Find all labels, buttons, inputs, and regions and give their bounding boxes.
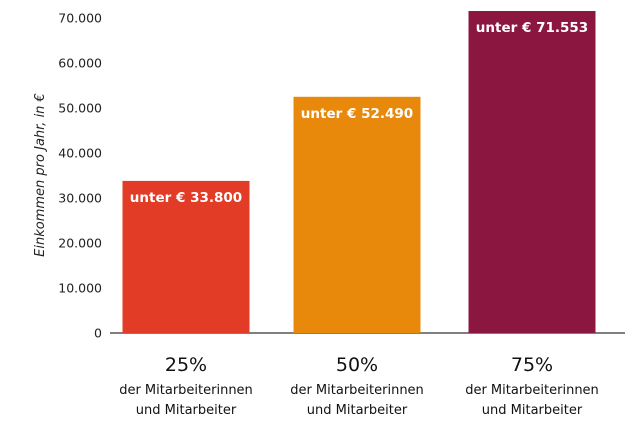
category-desc-line2: und Mitarbeiter [136, 403, 237, 418]
category-percent-label: 50% [336, 354, 378, 376]
y-tick-label: 40.000 [58, 146, 102, 161]
bar-value-label: unter € 52.490 [301, 106, 413, 122]
y-axis-label: Einkommen pro Jahr, in € [33, 93, 48, 257]
y-tick-label: 20.000 [58, 236, 102, 251]
category-desc-line1: der Mitarbeiterinnen [119, 383, 253, 398]
y-tick-label: 0 [94, 326, 102, 341]
bar-value-label: unter € 33.800 [130, 190, 242, 206]
y-tick-label: 10.000 [58, 281, 102, 296]
category-percent-label: 75% [511, 354, 553, 376]
x-axis-labels: 25% der Mitarbeiterinnen und Mitarbeiter 50… [119, 354, 599, 418]
y-tick-label: 50.000 [58, 101, 102, 116]
bar-value-label: unter € 71.553 [476, 20, 588, 36]
category-desc-line2: und Mitarbeiter [307, 403, 408, 418]
y-tick-label: 30.000 [58, 191, 102, 206]
category-percent-label: 25% [165, 354, 207, 376]
category-desc-line1: der Mitarbeiterinnen [290, 383, 424, 398]
y-tick-label: 60.000 [58, 56, 102, 71]
bar [293, 96, 421, 333]
bars-group: unter € 33.800 unter € 52.490 unter € 71.5… [122, 11, 596, 333]
category-desc-line1: der Mitarbeiterinnen [465, 383, 599, 398]
y-tick-label: 70.000 [58, 11, 102, 26]
bar [468, 11, 596, 333]
bar [122, 180, 250, 333]
y-axis-ticks: 0 10.000 20.000 30.000 40.000 50.000 60.000 70.… [58, 11, 102, 341]
category-desc-line2: und Mitarbeiter [482, 403, 583, 418]
